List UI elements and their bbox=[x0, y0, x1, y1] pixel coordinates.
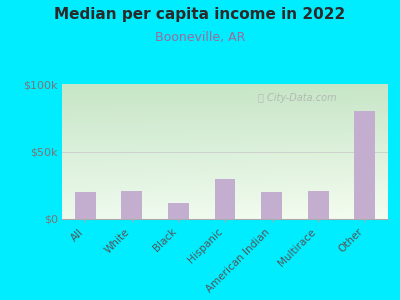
Bar bbox=[354, 111, 375, 219]
Text: Booneville, AR: Booneville, AR bbox=[155, 32, 245, 44]
Text: Median per capita income in 2022: Median per capita income in 2022 bbox=[54, 8, 346, 22]
Bar bbox=[168, 203, 189, 219]
Bar bbox=[214, 178, 236, 219]
Bar bbox=[121, 191, 142, 219]
Bar bbox=[75, 192, 96, 219]
Text: ⓘ City-Data.com: ⓘ City-Data.com bbox=[258, 93, 336, 103]
Bar bbox=[261, 192, 282, 219]
Bar bbox=[308, 191, 329, 219]
